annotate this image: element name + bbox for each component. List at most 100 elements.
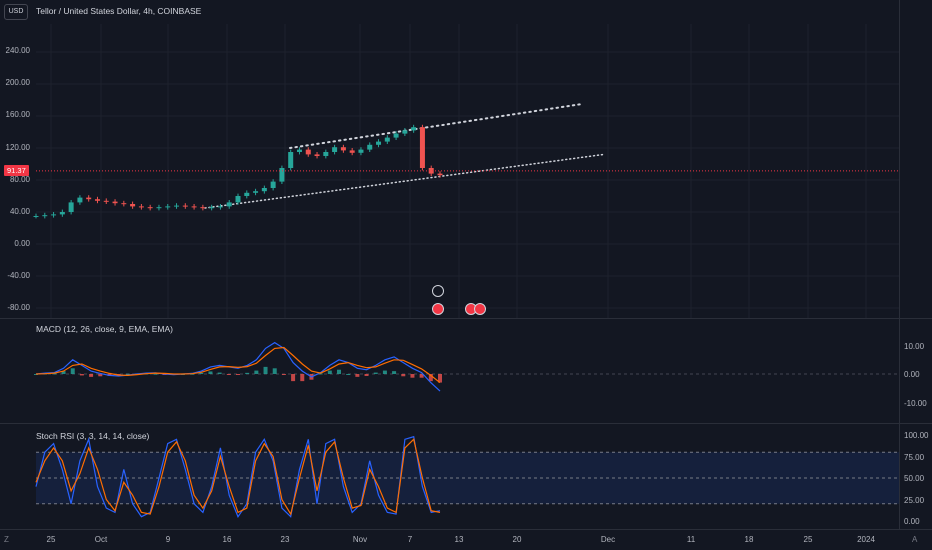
macd-histogram-bar [337, 369, 341, 374]
macd-histogram-bar [382, 370, 387, 374]
price-axis-divider [899, 0, 900, 529]
price-tick: 40.00 [9, 207, 30, 216]
date-tick: 23 [280, 535, 290, 544]
candle [384, 137, 390, 142]
macd-histogram-bar [291, 374, 296, 382]
macd-histogram-bar [355, 374, 360, 377]
trendlines [204, 103, 605, 209]
chart-canvas[interactable] [0, 0, 899, 529]
macd-histogram-bar [245, 372, 250, 374]
candle [296, 149, 302, 152]
macd-histogram-bar [199, 372, 204, 374]
stoch-tick: 0.00 [904, 517, 920, 526]
macd-histogram-bar [34, 374, 38, 375]
macd-histogram-bar [281, 374, 286, 375]
time-axis-divider [0, 529, 932, 530]
price-tick: 240.00 [5, 46, 30, 55]
candle [86, 197, 92, 200]
macd-title[interactable]: MACD (12, 26, close, 9, EMA, EMA) [36, 324, 173, 334]
currency-button[interactable]: USD [4, 4, 28, 20]
macd-histogram-bar [70, 368, 75, 374]
price-tick: -80.00 [7, 303, 30, 312]
stoch-rsi-title[interactable]: Stoch RSI (3, 3, 14, 14, close) [36, 431, 150, 441]
price-tick: 0.00 [14, 239, 30, 248]
date-tick: Oct [94, 535, 108, 544]
candle [288, 152, 294, 168]
macd-histogram-bar [226, 374, 231, 375]
candle [419, 127, 425, 168]
candle [217, 206, 223, 208]
symbol-title[interactable]: Tellor / United States Dollar, 4h, COINB… [36, 6, 202, 16]
lightning-icon[interactable] [432, 285, 444, 297]
macd-tick: -10.00 [904, 399, 927, 408]
macd-histogram-bar [327, 370, 332, 374]
macd-histogram-bar [392, 371, 397, 374]
macd-histogram-bar [125, 373, 130, 375]
candle [103, 200, 109, 202]
candle [270, 181, 276, 188]
macd-histogram-bar [438, 374, 442, 383]
date-tick: 20 [512, 535, 522, 544]
stoch-tick: 75.00 [904, 453, 925, 462]
auto-scale-button[interactable]: A [912, 535, 918, 544]
candle [358, 149, 364, 153]
macd-histogram-bar [410, 374, 415, 378]
candle [191, 206, 197, 208]
macd-histogram-bar [373, 372, 378, 374]
candle [112, 201, 118, 204]
macd-histogram-bar [52, 373, 57, 375]
candle [437, 173, 443, 176]
macd-tick: 0.00 [904, 370, 920, 379]
candle [402, 130, 408, 134]
date-tick: 2024 [857, 535, 875, 544]
macd-histogram-bar [364, 374, 369, 376]
macd-histogram-bar [254, 370, 259, 374]
macd-histogram-bar [272, 368, 277, 374]
candle [147, 207, 153, 209]
candle [323, 152, 329, 156]
candle [253, 191, 259, 193]
candle [367, 144, 373, 150]
date-tick: 25 [803, 535, 813, 544]
price-tick: -40.00 [7, 271, 30, 280]
date-tick: Dec [600, 535, 616, 544]
candle [121, 203, 127, 205]
macd-tick: 10.00 [904, 342, 925, 351]
candle [332, 147, 338, 152]
date-tick: 7 [407, 535, 413, 544]
earnings-icon[interactable] [432, 303, 444, 315]
macd-histogram-bar [401, 374, 406, 377]
macd-histogram-bar [236, 374, 240, 375]
zoom-button[interactable]: Z [4, 535, 9, 544]
candle [209, 207, 215, 209]
date-tick: 16 [222, 535, 232, 544]
date-tick: 13 [454, 535, 464, 544]
stoch-lines [35, 435, 441, 518]
candle [340, 147, 346, 151]
candle [68, 202, 74, 212]
candle [77, 197, 83, 203]
candle [411, 127, 417, 131]
macd-stoch-divider[interactable] [0, 423, 932, 424]
price-macd-divider[interactable] [0, 318, 932, 319]
candle [261, 188, 267, 192]
macd-histogram-bar [346, 374, 351, 375]
macd-histogram-bar [428, 374, 433, 382]
stoch-tick: 25.00 [904, 496, 925, 505]
stoch-band-fill [36, 452, 899, 504]
earnings-icon[interactable] [474, 303, 486, 315]
candle [200, 207, 206, 209]
macd-histogram-bar [300, 374, 305, 382]
candle [59, 212, 65, 215]
candle [138, 206, 144, 208]
candle [305, 149, 311, 155]
stoch-band [36, 451, 899, 505]
macd-histogram-bar [79, 374, 84, 376]
date-tick: Nov [352, 535, 368, 544]
upper-trendline [289, 103, 583, 149]
macd-histogram-bar [208, 371, 213, 374]
candle [393, 133, 399, 138]
event-icons [432, 285, 486, 315]
date-tick: 9 [165, 535, 171, 544]
signal-line [35, 346, 441, 384]
